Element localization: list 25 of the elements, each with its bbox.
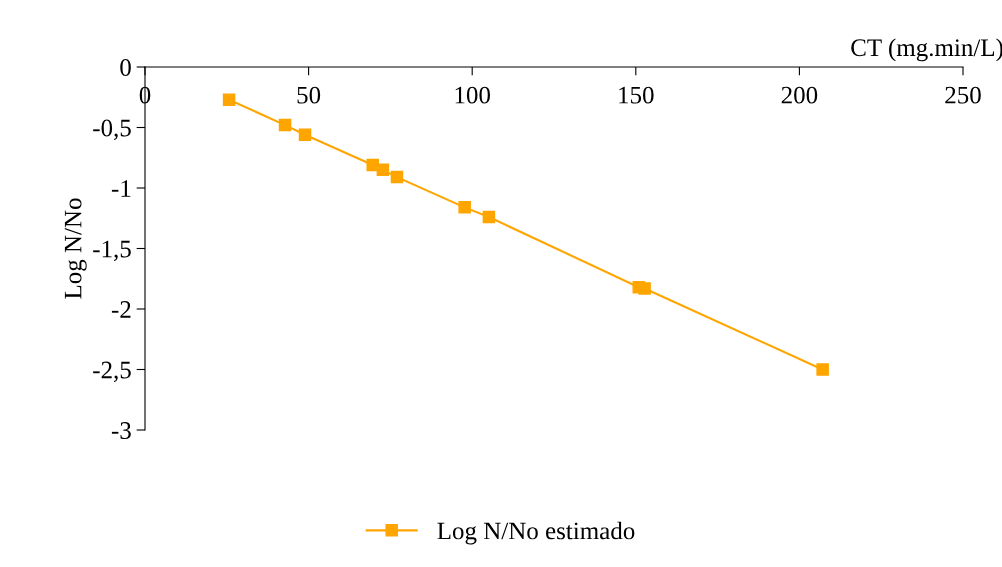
x-tick-label: 250 xyxy=(945,86,981,104)
y-tick-label: -2,5 xyxy=(93,361,131,383)
y-tick-label: -2 xyxy=(111,301,131,318)
point xyxy=(482,210,496,224)
y-axis-title: Log N/No xyxy=(64,198,87,299)
point xyxy=(638,282,651,295)
y-tick-label: -0,5 xyxy=(93,119,131,141)
x-tick-label: 100 xyxy=(455,86,490,104)
y-tick-label: -1,5 xyxy=(93,240,131,262)
point xyxy=(222,93,236,106)
point xyxy=(376,163,390,177)
point xyxy=(278,118,292,132)
x-axis-title: CT (mg.min/L) xyxy=(851,38,1002,62)
x-tick-label: 150 xyxy=(619,86,654,104)
y-tick-label: 0 xyxy=(120,59,131,76)
y-tick-label: -3 xyxy=(111,422,131,439)
point xyxy=(298,128,312,142)
y-tick-label: -1 xyxy=(111,180,131,197)
point xyxy=(458,201,471,214)
x-tick-label: 200 xyxy=(781,86,818,104)
point xyxy=(366,158,379,172)
point xyxy=(816,363,829,376)
legend-label: Log N/No estimado xyxy=(437,521,635,545)
x-tick-label: 50 xyxy=(297,86,321,104)
point xyxy=(390,170,404,184)
